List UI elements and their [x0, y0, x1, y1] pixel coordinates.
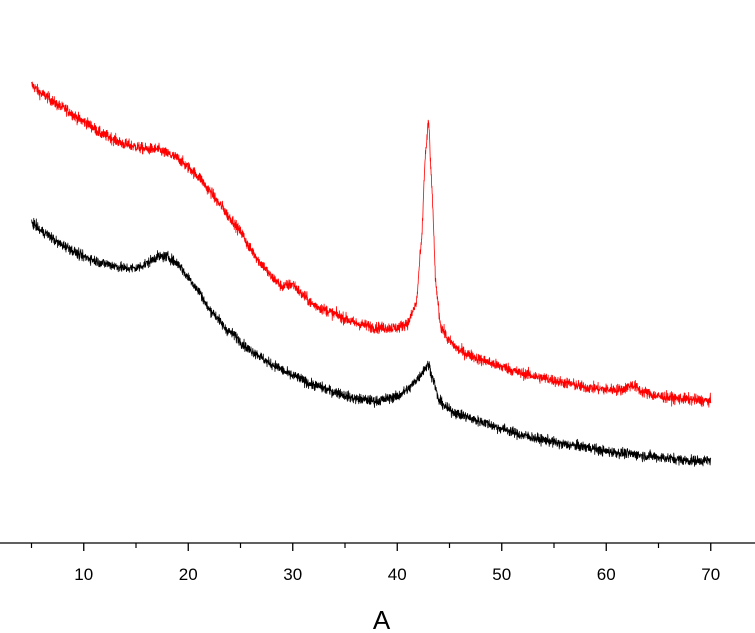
x-tick-label: 60 [597, 565, 616, 584]
x-tick-label: 20 [179, 565, 198, 584]
series-line-black [31, 217, 712, 467]
x-axis-title: A [373, 605, 391, 633]
x-tick-label: 30 [283, 565, 302, 584]
x-axis-ticks: 10 20 30 40 50 60 70 [30, 543, 720, 584]
x-tick-label: 40 [388, 565, 407, 584]
x-tick-label: 50 [492, 565, 511, 584]
x-tick-label: 10 [74, 565, 93, 584]
plot-area [31, 81, 712, 467]
series-line-red [31, 81, 712, 408]
x-tick-label: 70 [701, 565, 720, 584]
